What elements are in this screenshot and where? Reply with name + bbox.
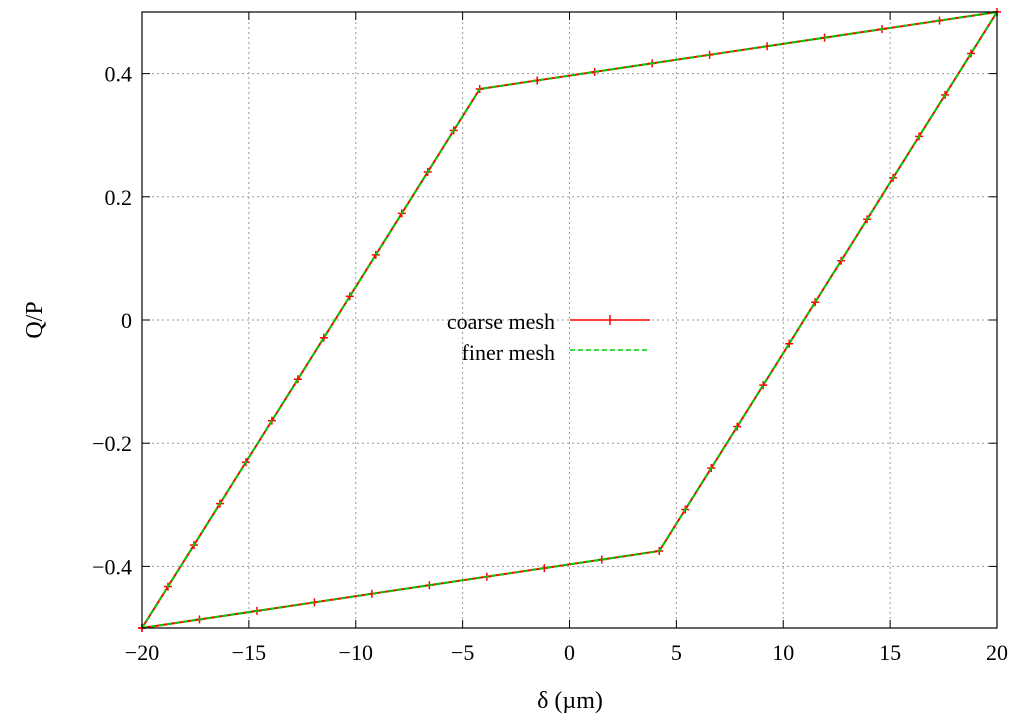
- legend-swatches: [570, 315, 650, 351]
- x-tick-label: 5: [671, 640, 682, 665]
- series-marker: [759, 381, 768, 390]
- x-tick-label: −15: [232, 640, 266, 665]
- y-axis-label: Q/P: [22, 301, 48, 338]
- series-marker: [345, 292, 354, 301]
- legend-label-coarse-mesh: coarse mesh: [447, 309, 555, 334]
- x-tick-label: −20: [125, 640, 159, 665]
- y-tick-label: −0.4: [92, 554, 132, 579]
- x-axis-label: δ (µm): [537, 688, 603, 714]
- x-tick-label: 15: [879, 640, 901, 665]
- series-line-finer-mesh: [141, 10, 1000, 629]
- grid-layer: [142, 12, 997, 628]
- series-marker: [785, 339, 794, 348]
- y-tick-label: 0: [121, 308, 132, 333]
- x-tick-label: 10: [772, 640, 794, 665]
- legend-label-finer-mesh: finer mesh: [462, 340, 555, 365]
- y-tick-label: 0.2: [105, 185, 133, 210]
- x-tick-label: −10: [339, 640, 373, 665]
- series-marker: [811, 298, 820, 307]
- legend: coarse mesh finer mesh: [447, 309, 650, 365]
- series-marker: [293, 375, 302, 384]
- x-tick-label: 20: [986, 640, 1008, 665]
- series-marker: [319, 333, 328, 342]
- x-tick-label: 0: [564, 640, 575, 665]
- axis-layer: −20 −15 −10 −5 0 5 10 15 20 −0.4 −0.2 0 0.2 0.4: [92, 11, 1008, 665]
- y-tick-label: 0.4: [105, 62, 133, 87]
- series-marker: [967, 49, 976, 58]
- x-tick-label: −5: [451, 640, 474, 665]
- y-tick-label: −0.2: [92, 431, 132, 456]
